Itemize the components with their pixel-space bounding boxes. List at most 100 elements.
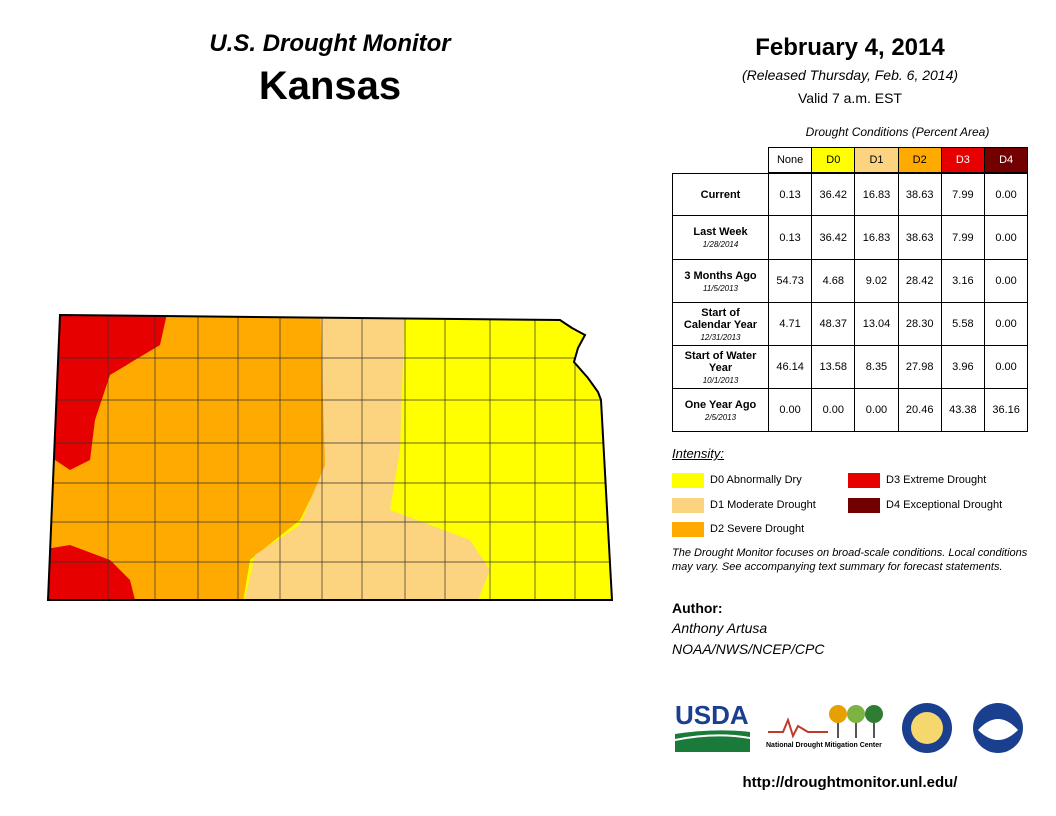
column-label: D1	[869, 154, 884, 166]
row-label: Start of Water Year	[684, 349, 757, 374]
legend-swatch	[848, 473, 880, 488]
column-label: D2	[912, 154, 927, 166]
author-name: Anthony Artusa	[672, 620, 768, 636]
row-header: One Year Ago 2/5/2013	[672, 388, 769, 432]
table-cell: 3.16	[940, 259, 985, 303]
table-cell: 43.38	[940, 388, 985, 432]
usda-field	[675, 730, 750, 752]
row-header: Current	[672, 173, 769, 216]
row-date: 10/1/2013	[702, 375, 739, 385]
table-cell: 0.00	[768, 388, 813, 432]
valid-time: Valid 7 a.m. EST	[797, 90, 902, 106]
d3-area	[48, 315, 170, 470]
row-label: One Year Ago	[684, 398, 757, 411]
legend-label: D4 Exceptional Drought	[886, 499, 1003, 511]
table-cell: 4.71	[768, 302, 813, 346]
table-caption: Drought Conditions (Percent Area)	[805, 125, 990, 139]
table-cell: 5.58	[940, 302, 985, 346]
legend-label: D1 Moderate Drought	[710, 499, 816, 511]
row-header: Start of Calendar Year 12/31/2013	[672, 302, 769, 346]
column-label: D3	[955, 154, 970, 166]
row-label: Current	[700, 188, 741, 201]
state-outline	[46, 313, 614, 601]
table-cell: 28.30	[897, 302, 942, 346]
legend-label: D2 Severe Drought	[710, 523, 805, 535]
column-header: D4	[984, 147, 1029, 173]
table-cell: 36.42	[811, 173, 856, 216]
author-label: Author:	[672, 600, 723, 616]
map-date: February 4, 2014	[755, 34, 945, 61]
row-date: 1/28/2014	[702, 240, 739, 249]
county-lines	[48, 315, 612, 600]
table-cell: 0.00	[984, 302, 1029, 346]
row-header: Start of Water Year 10/1/2013	[672, 345, 769, 389]
table-cell: 38.63	[897, 215, 942, 260]
table-cell: 46.14	[768, 345, 813, 389]
table-cell: 54.73	[768, 259, 813, 303]
row-header: 3 Months Ago 11/5/2013	[672, 259, 769, 303]
legend-swatch	[672, 522, 704, 537]
table-cell: 3.96	[940, 345, 985, 389]
usda-logo: USDA	[675, 700, 749, 730]
ndmc-logo-graphic	[768, 705, 883, 739]
table-cell: 13.04	[854, 302, 899, 346]
legend-swatch	[672, 473, 704, 488]
table-cell: 28.42	[897, 259, 942, 303]
table-cell: 20.46	[897, 388, 942, 432]
table-cell: 9.02	[854, 259, 899, 303]
source-url: http://droughtmonitor.unl.edu/	[742, 774, 958, 791]
row-date: 11/5/2013	[703, 283, 738, 293]
release-date: (Released Thursday, Feb. 6, 2014)	[741, 67, 959, 83]
d1-area	[240, 315, 490, 600]
agency-seals	[902, 703, 1023, 753]
row-label: Start of Calendar Year	[683, 306, 758, 331]
table-cell: 7.99	[940, 215, 985, 260]
table-cell: 0.13	[768, 215, 813, 260]
table-cell: 8.35	[854, 345, 899, 389]
program-title: U.S. Drought Monitor	[209, 30, 451, 57]
table-cell: 36.16	[984, 388, 1029, 432]
table-cell: 16.83	[854, 173, 899, 216]
table-cell: 36.42	[811, 215, 856, 260]
row-label: 3 Months Ago	[684, 269, 757, 282]
legend-title: Intensity:	[672, 446, 725, 461]
column-label: D4	[999, 154, 1014, 166]
table-cell: 0.00	[854, 388, 899, 432]
table-cell: 0.00	[984, 259, 1029, 303]
row-label: Last Week	[693, 226, 748, 238]
table-cell: 0.00	[984, 173, 1029, 216]
table-cell: 27.98	[897, 345, 942, 389]
author-org: NOAA/NWS/NCEP/CPC	[672, 641, 825, 657]
row-header: Last Week 1/28/2014	[672, 215, 769, 260]
column-header: D3	[940, 147, 985, 173]
d2-area	[48, 315, 330, 600]
legend-swatch	[848, 498, 880, 513]
column-header: None	[768, 147, 813, 173]
column-header: D0	[811, 147, 856, 173]
column-header: D2	[897, 147, 942, 173]
column-label: None	[776, 154, 804, 166]
d3-area	[48, 545, 140, 600]
table-cell: 0.00	[811, 388, 856, 432]
row-date: 2/5/2013	[704, 412, 737, 422]
table-cell: 0.00	[984, 345, 1029, 389]
ndmc-logo: National Drought Mitigation Center	[766, 742, 882, 749]
table-cell: 7.99	[940, 173, 985, 216]
table-cell: 38.63	[897, 173, 942, 216]
table-cell: 48.37	[811, 302, 856, 346]
column-header: D1	[854, 147, 899, 173]
legend-label: D3 Extreme Drought	[886, 474, 987, 486]
note: The Drought Monitor focuses on broad-sca…	[672, 547, 1028, 573]
table-cell: 16.83	[854, 215, 899, 260]
column-label: D0	[826, 154, 841, 166]
table-cell: 0.13	[768, 173, 813, 216]
legend-swatch	[672, 498, 704, 513]
table-cell: 13.58	[811, 345, 856, 389]
kansas-map	[46, 313, 614, 601]
state-title: Kansas	[258, 64, 402, 108]
row-date: 12/31/2013	[700, 332, 741, 342]
table-cell: 4.68	[811, 259, 856, 303]
legend-label: D0 Abnormally Dry	[710, 474, 802, 486]
table-cell: 0.00	[984, 215, 1029, 260]
